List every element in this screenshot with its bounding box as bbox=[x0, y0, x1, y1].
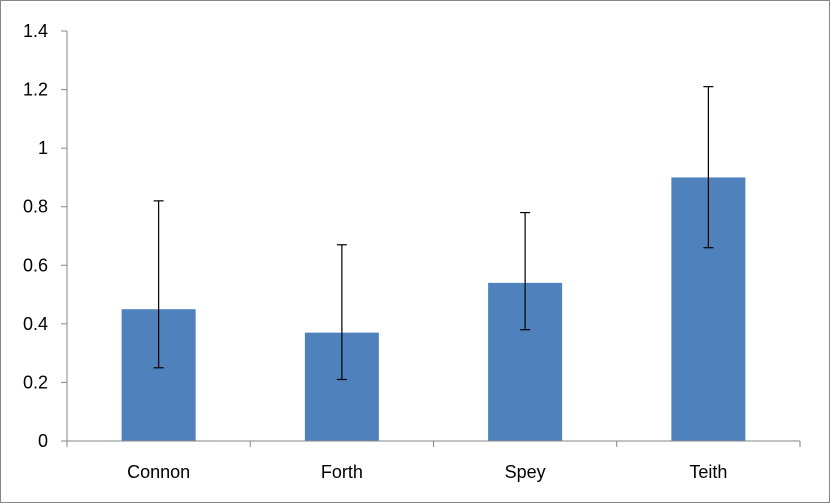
x-tick-label: Spey bbox=[505, 462, 546, 482]
bars bbox=[121, 177, 746, 441]
y-tick-label: 1.2 bbox=[23, 80, 48, 100]
y-tick-label: 0 bbox=[38, 431, 48, 451]
x-tick-label: Forth bbox=[321, 462, 363, 482]
x-tick-label: Teith bbox=[689, 462, 727, 482]
y-tick-label: 1.4 bbox=[23, 21, 48, 41]
x-tick-label: Connon bbox=[127, 462, 190, 482]
y-axis-ticks: 0 0.2 0.4 0.6 0.8 1 1.2 1.4 bbox=[23, 21, 67, 451]
y-tick-label: 0.2 bbox=[23, 372, 48, 392]
y-tick-label: 1 bbox=[38, 138, 48, 158]
y-tick-label: 0.8 bbox=[23, 197, 48, 217]
y-tick-label: 0.4 bbox=[23, 314, 48, 334]
x-axis-ticks: Connon Forth Spey Teith bbox=[66, 441, 801, 482]
error-bars bbox=[153, 86, 714, 381]
y-tick-label: 0.6 bbox=[23, 255, 48, 275]
